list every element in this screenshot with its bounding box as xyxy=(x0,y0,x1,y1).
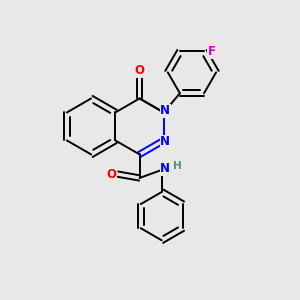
Text: O: O xyxy=(106,168,116,181)
Text: O: O xyxy=(135,64,145,77)
Text: N: N xyxy=(160,104,170,118)
Text: F: F xyxy=(207,45,215,58)
Text: H: H xyxy=(172,161,182,171)
Text: N: N xyxy=(160,135,170,148)
Text: N: N xyxy=(160,162,170,175)
